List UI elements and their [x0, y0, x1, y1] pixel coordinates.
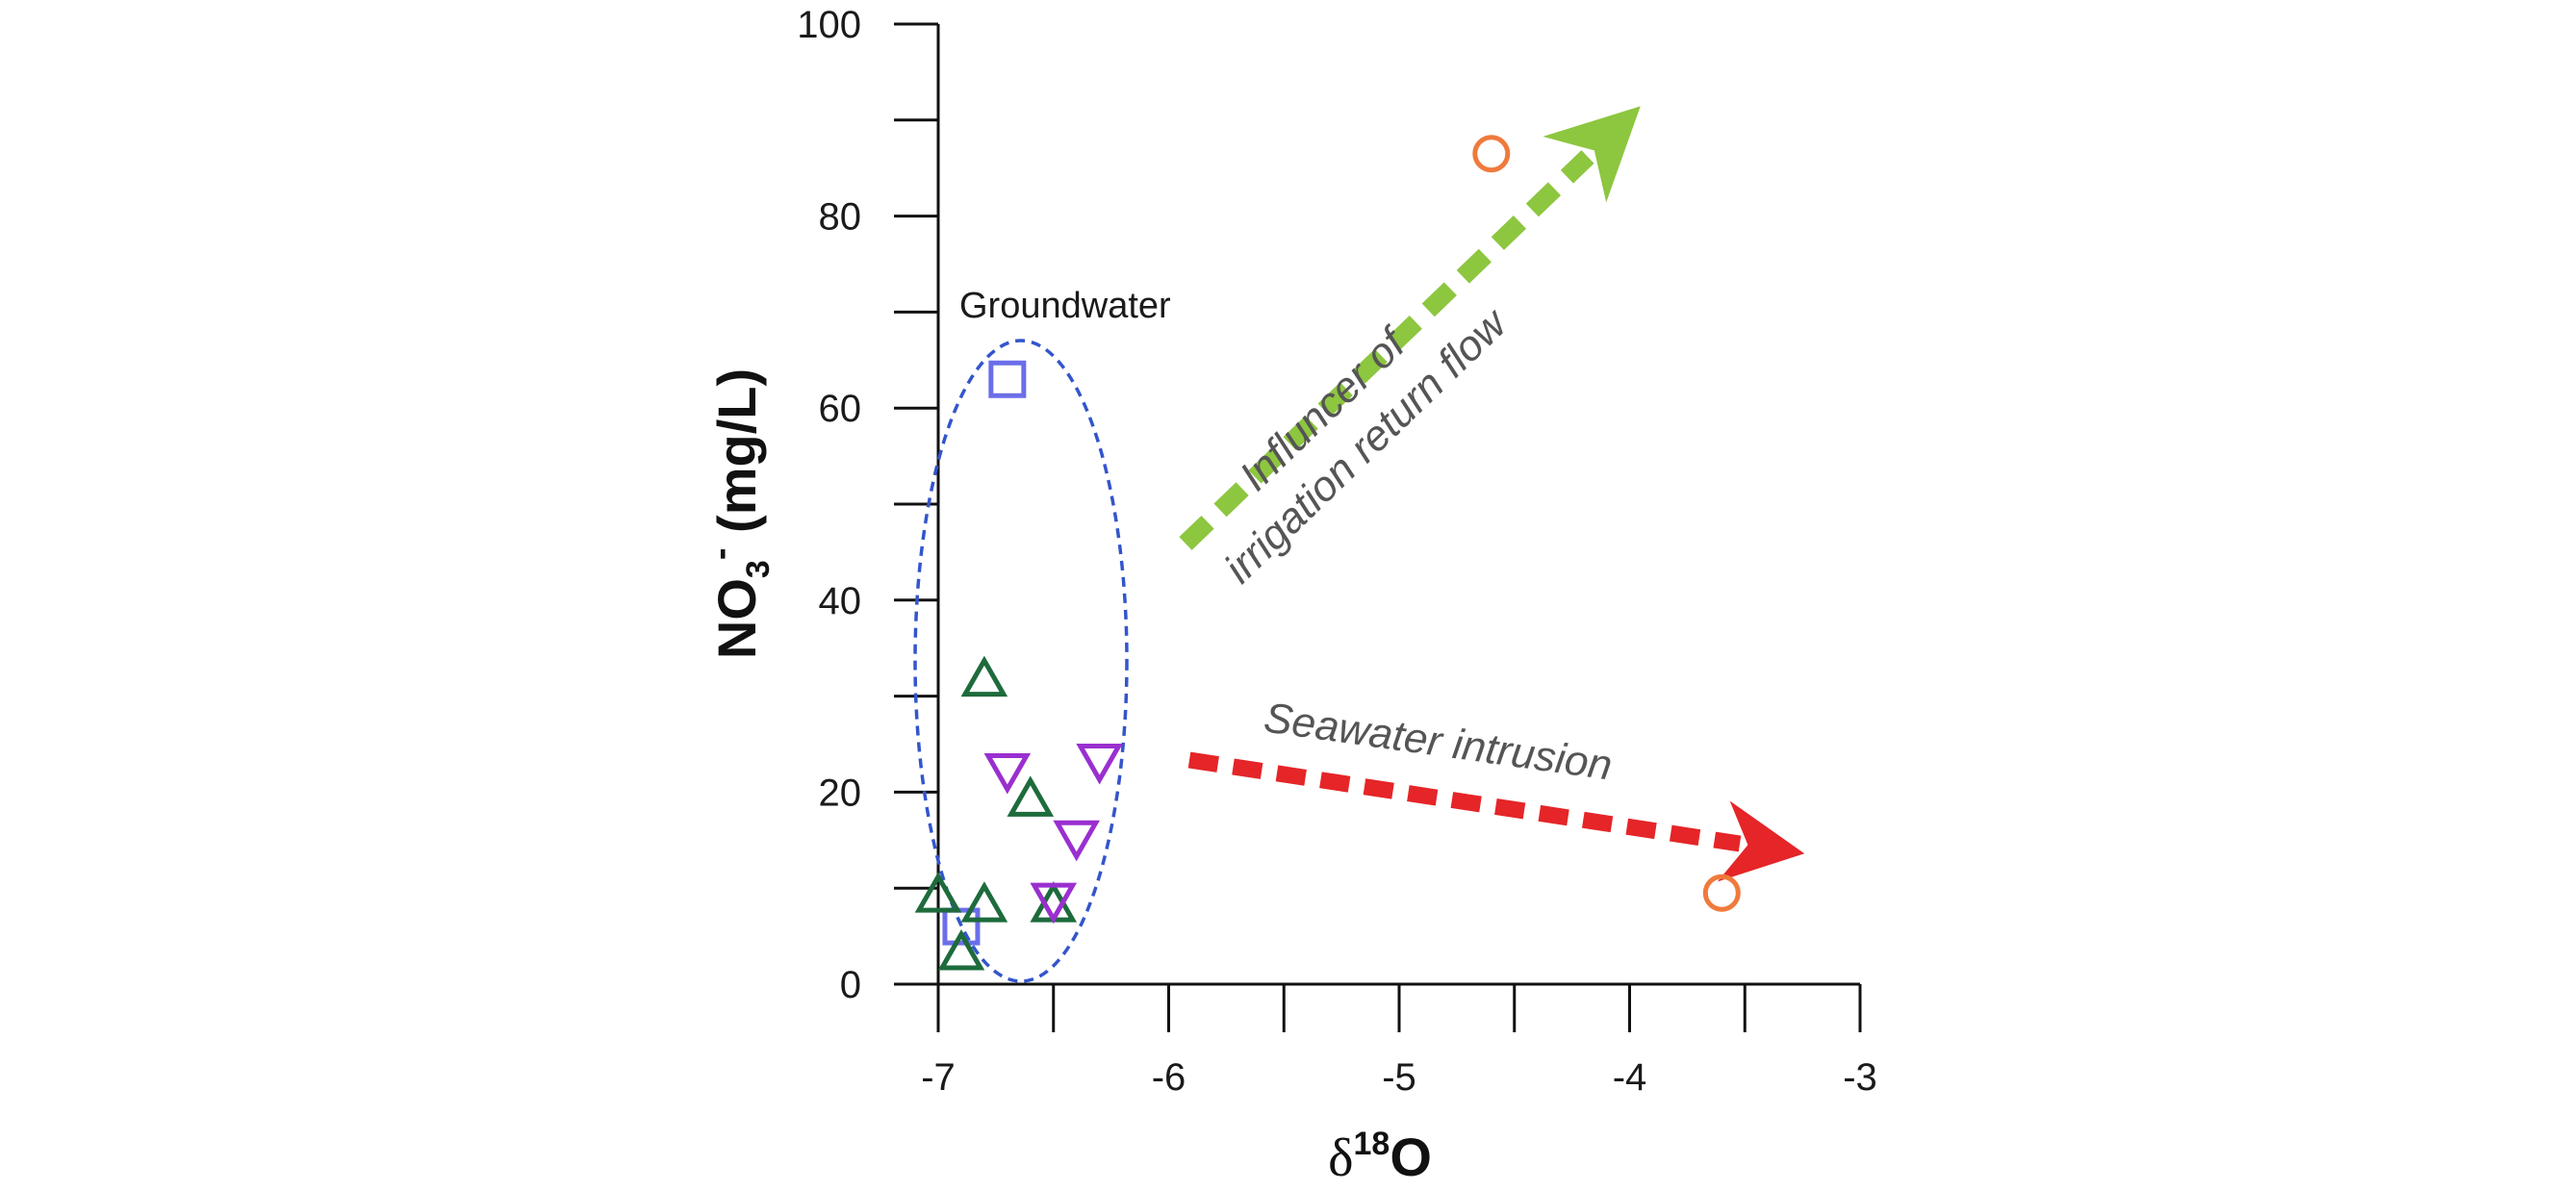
y-axis-title: NO3- (mg/L): [701, 368, 777, 659]
triangle-up-marker: [937, 929, 985, 971]
x-axis-title: δ18O: [1328, 1126, 1432, 1188]
x-title-tail: O: [1390, 1127, 1432, 1187]
square-marker: [942, 907, 981, 946]
x-tick-label: -3: [1843, 1056, 1877, 1099]
circle-marker: [1702, 874, 1741, 912]
square-marker: [988, 360, 1027, 398]
groundwater-label: Groundwater: [959, 286, 1171, 326]
triangle-up-marker: [914, 872, 962, 913]
y-title-sup: -: [701, 548, 741, 561]
x-tick-label: -5: [1382, 1056, 1416, 1099]
x-title-main: δ: [1328, 1128, 1353, 1188]
y-tick-label: 60: [819, 388, 862, 430]
x-tick-label: -4: [1613, 1056, 1647, 1099]
x-tick-label: -6: [1152, 1056, 1186, 1099]
x-title-sup: 18: [1354, 1126, 1390, 1162]
groundwater-ellipse: [913, 339, 1129, 983]
seawater-label: Seawater intrusion: [1262, 694, 1616, 789]
triangle-up-marker: [1007, 775, 1055, 817]
y-title-tail: (mg/L): [706, 368, 767, 548]
triangle-down-marker: [1076, 743, 1123, 785]
seawater-arrow: [1187, 751, 1805, 882]
triangle-down-marker: [1030, 882, 1078, 925]
x-tick-label: -7: [921, 1056, 956, 1099]
x-axis-ticks: -7 -6 -5 -4 -3: [921, 984, 1877, 1099]
y-tick-label: 20: [819, 772, 862, 814]
y-tick-label: 80: [819, 196, 862, 239]
circle-marker: [1472, 135, 1511, 173]
data-markers: [914, 135, 1741, 971]
triangle-up-marker: [960, 655, 1008, 697]
y-tick-label: 40: [819, 580, 862, 622]
irrigation-label: Influncer of irrigation return flow: [1177, 258, 1518, 593]
y-axis-ticks: 0 20 40 60 80 100: [797, 4, 938, 1006]
y-tick-label: 100: [797, 4, 861, 46]
triangle-up-marker: [960, 881, 1008, 923]
y-title-sub: 3: [740, 560, 777, 578]
y-tick-label: 0: [840, 964, 861, 1006]
triangle-down-marker: [983, 752, 1032, 795]
triangle-down-marker: [1053, 820, 1101, 862]
y-title-main: NO: [706, 578, 767, 659]
